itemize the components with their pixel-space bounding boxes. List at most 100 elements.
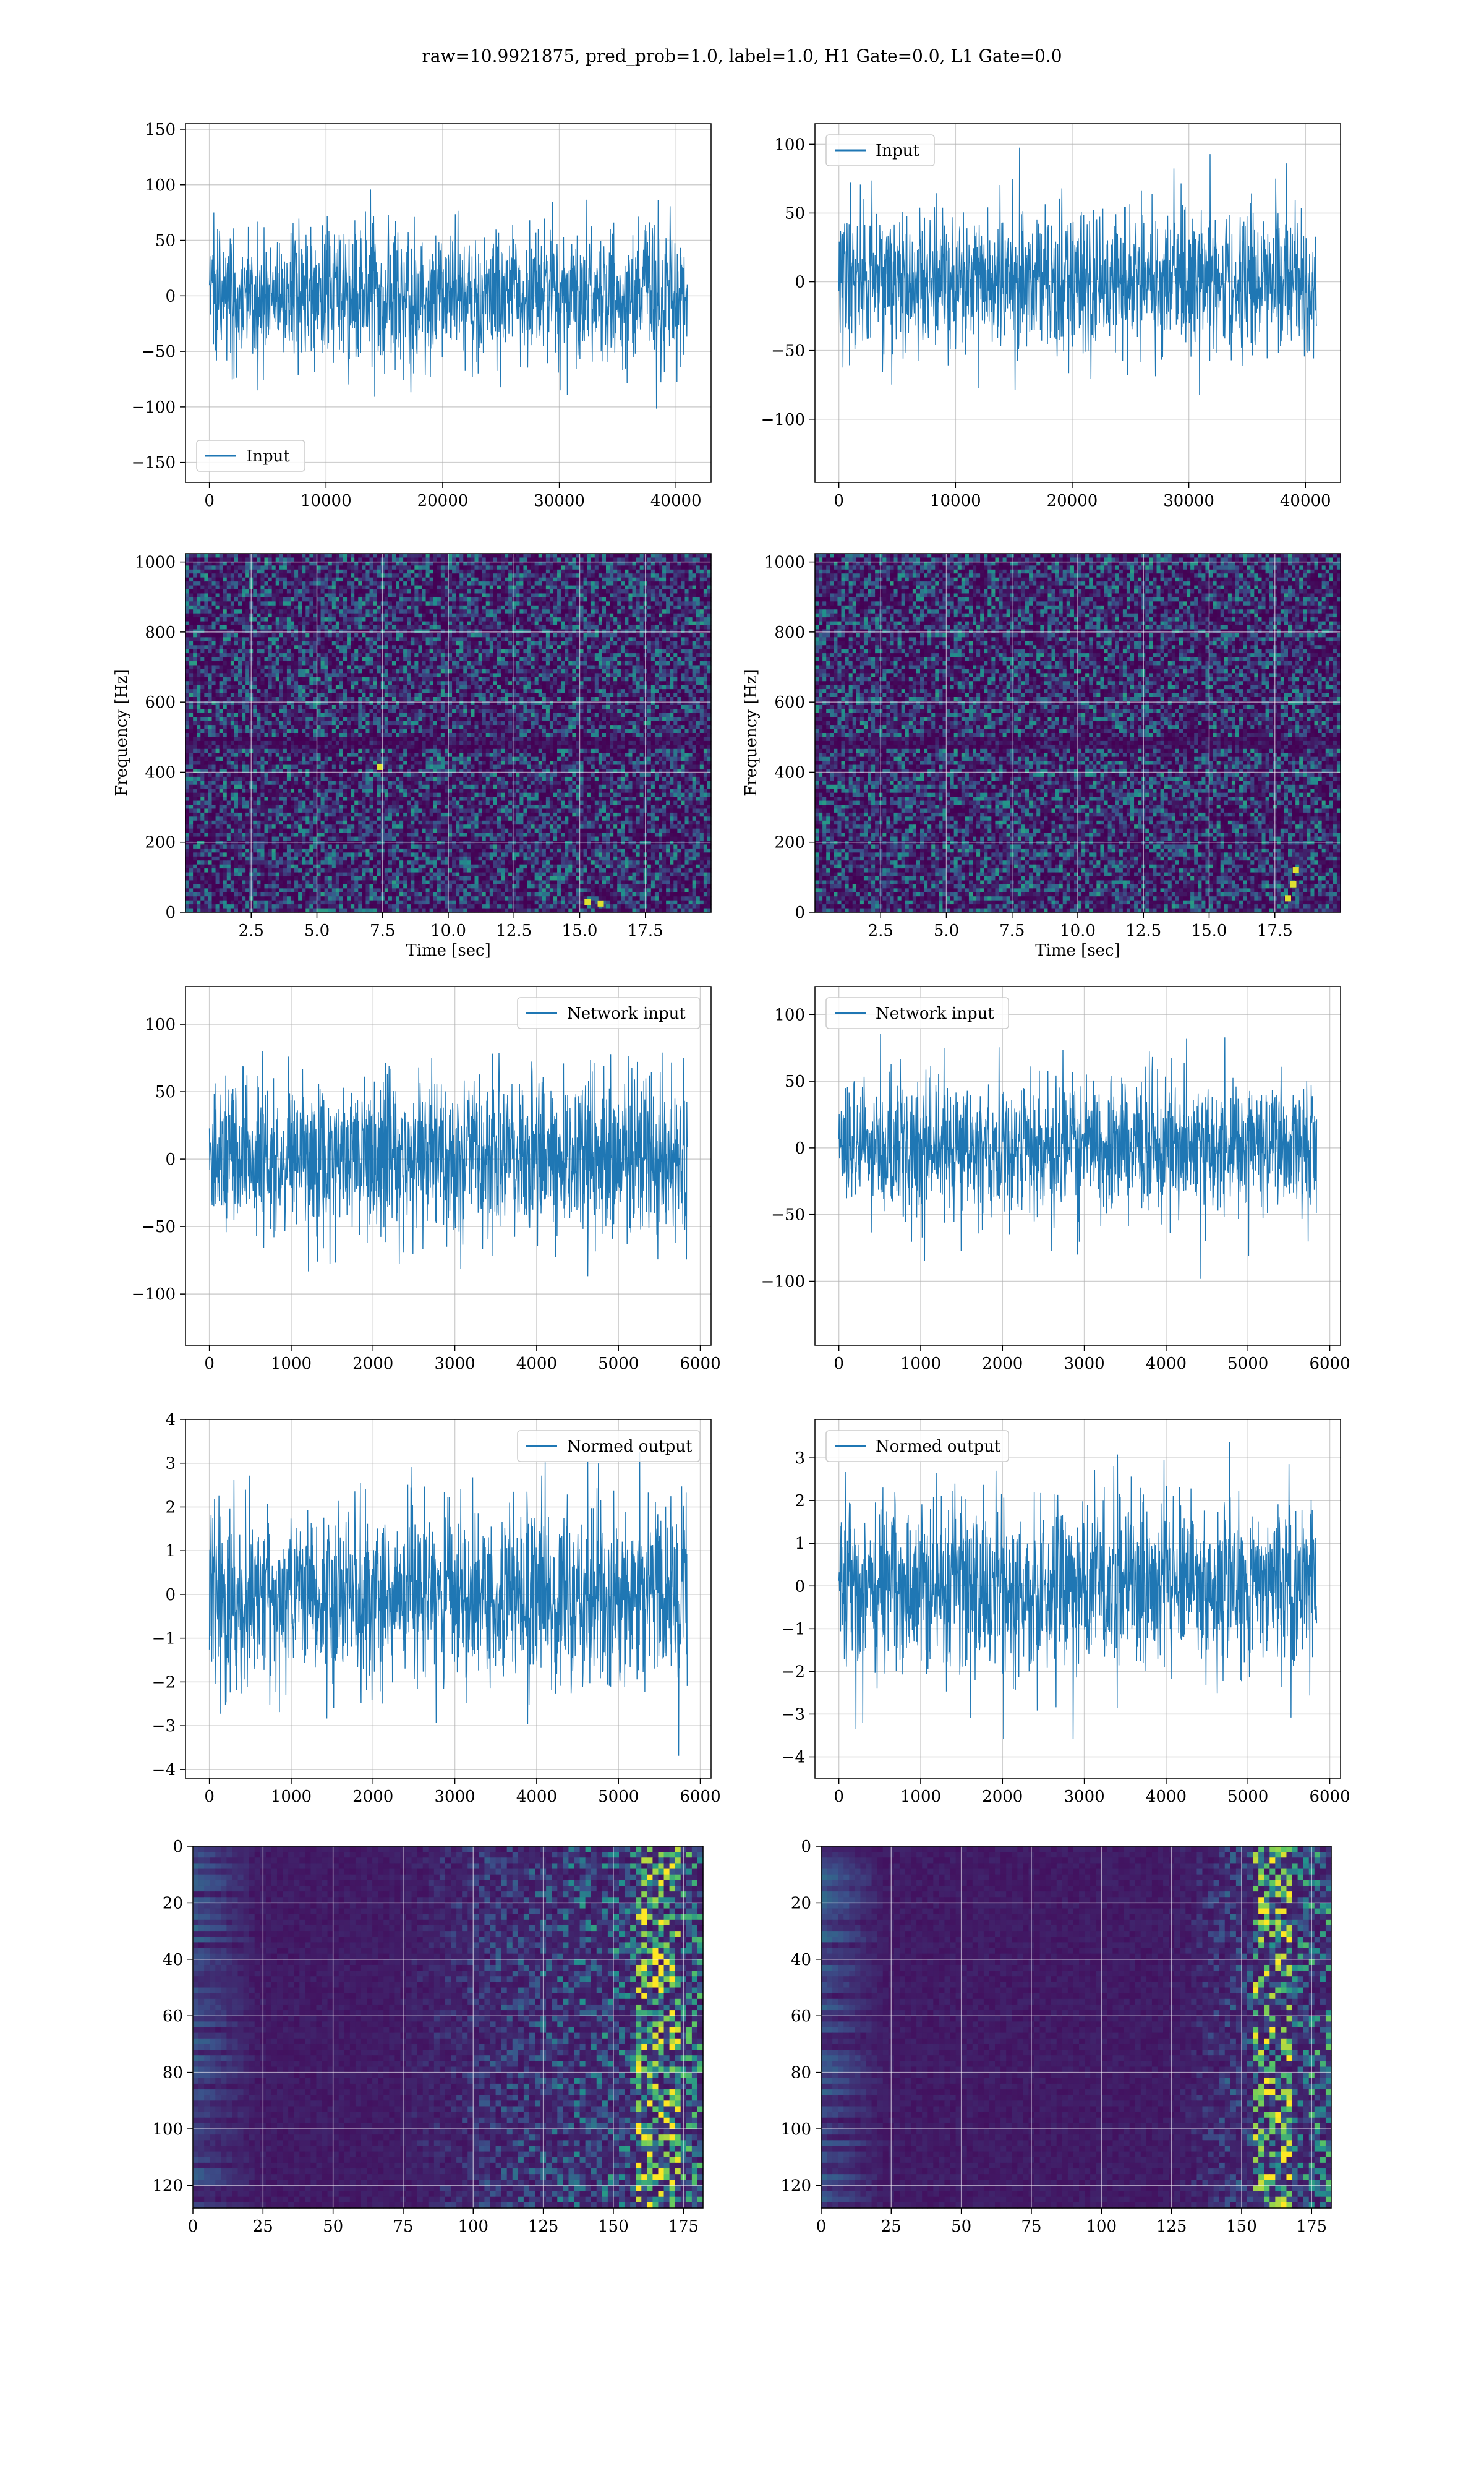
series-line <box>839 148 1317 395</box>
x-tick-label: 40000 <box>650 492 702 510</box>
y-tick-label: 1 <box>795 1534 805 1553</box>
x-tick-label: 2.5 <box>239 922 264 940</box>
x-tick-label: 6000 <box>680 1787 720 1806</box>
y-tick-label: 3 <box>795 1449 805 1468</box>
x-tick-label: 4000 <box>516 1355 557 1373</box>
x-tick-label: 10000 <box>301 492 352 510</box>
y-tick-label: 600 <box>774 693 805 712</box>
chart-network-input-h1: 0 1000 2000 3000 4000 5000 6000−100−50050100Ne… <box>132 987 721 1373</box>
y-tick-label: 100 <box>145 1016 176 1034</box>
x-tick-label: 15.0 <box>562 922 598 940</box>
y-tick-label: 200 <box>145 834 176 852</box>
x-tick-label: 7.5 <box>999 922 1025 940</box>
x-tick-label: 150 <box>598 2217 629 2236</box>
x-tick-label: 0 <box>204 1355 215 1373</box>
x-tick-label: 75 <box>1021 2217 1041 2236</box>
x-tick-label: 6000 <box>680 1355 720 1373</box>
x-tick-label: 2000 <box>982 1787 1023 1806</box>
legend: Input <box>197 440 305 471</box>
y-tick-label: −4 <box>782 1748 805 1766</box>
legend: Network input <box>826 998 1009 1029</box>
y-tick-label: 150 <box>145 121 176 139</box>
x-tick-label: 125 <box>528 2217 559 2236</box>
y-tick-label: −4 <box>152 1761 176 1779</box>
y-tick-label: 50 <box>785 1072 805 1091</box>
y-tick-label: −50 <box>142 1218 176 1236</box>
y-tick-label: 0 <box>801 1838 811 1856</box>
x-tick-label: 4000 <box>1146 1355 1187 1373</box>
panels: 0 10000 20000 30000 40000−150−100−5005010015… <box>113 121 1350 2236</box>
x-tick-label: 1000 <box>900 1355 941 1373</box>
y-tick-label: 80 <box>791 2064 811 2082</box>
y-tick-label: −100 <box>761 411 805 429</box>
y-tick-label: −2 <box>152 1673 176 1692</box>
heatmap-cells <box>193 1846 704 2209</box>
heatmap-cells <box>821 1846 1332 2209</box>
x-tick-label: 175 <box>1296 2217 1327 2236</box>
y-tick-label: 20 <box>791 1894 811 1912</box>
x-tick-label: 5.0 <box>304 922 330 940</box>
y-tick-label: 40 <box>163 1951 183 1969</box>
x-axis-label: Time [sec] <box>406 941 491 960</box>
chart-normed-output-h1: 0 1000 2000 3000 4000 5000 6000−4−3−2−101234No… <box>152 1411 721 1806</box>
y-tick-label: −1 <box>152 1630 176 1648</box>
legend-label: Input <box>246 447 290 466</box>
chart-input-h1: 0 10000 20000 30000 40000−150−100−5005010015… <box>132 121 711 510</box>
y-tick-label: −100 <box>761 1273 805 1291</box>
x-tick-label: 20000 <box>417 492 469 510</box>
y-tick-label: 50 <box>785 204 805 223</box>
y-tick-label: 2 <box>795 1492 805 1510</box>
y-tick-label: 100 <box>145 176 176 195</box>
x-tick-label: 5000 <box>598 1355 639 1373</box>
x-tick-label: 3000 <box>434 1355 475 1373</box>
x-tick-label: 50 <box>323 2217 343 2236</box>
chart-spectrogram-h1: 2.5 5.0 7.5 10.0 12.5 15.0 17.5020040060080010… <box>113 554 712 960</box>
y-tick-label: 800 <box>145 623 176 642</box>
y-tick-label: 120 <box>780 2177 811 2195</box>
bright-spot <box>1293 867 1299 873</box>
legend: Input <box>826 135 934 166</box>
series-line <box>210 1452 688 1756</box>
series-line <box>839 1034 1317 1278</box>
y-tick-label: 20 <box>163 1894 183 1912</box>
x-tick-label: 6000 <box>1309 1787 1350 1806</box>
y-tick-label: −100 <box>132 1285 176 1304</box>
x-tick-label: 2000 <box>982 1355 1023 1373</box>
y-tick-label: 1000 <box>135 554 176 572</box>
x-tick-label: 10.0 <box>430 922 466 940</box>
x-tick-label: 4000 <box>516 1787 557 1806</box>
x-tick-label: 25 <box>881 2217 902 2236</box>
y-tick-label: 4 <box>165 1411 176 1429</box>
y-tick-label: 100 <box>780 2120 811 2139</box>
y-tick-label: −50 <box>771 1206 805 1225</box>
x-tick-label: 40000 <box>1280 492 1331 510</box>
x-tick-label: 5.0 <box>934 922 959 940</box>
x-tick-label: 17.5 <box>628 922 663 940</box>
x-axis-label: Time [sec] <box>1035 941 1120 960</box>
y-tick-label: −2 <box>782 1663 805 1681</box>
x-tick-label: 7.5 <box>370 922 395 940</box>
x-tick-label: 3000 <box>434 1787 475 1806</box>
x-tick-label: 0 <box>204 1787 215 1806</box>
y-tick-label: 2 <box>165 1498 176 1517</box>
x-tick-label: 175 <box>668 2217 699 2236</box>
y-tick-label: −3 <box>782 1705 805 1724</box>
y-tick-label: 120 <box>152 2177 183 2195</box>
y-tick-label: 400 <box>774 763 805 782</box>
x-tick-label: 30000 <box>1163 492 1214 510</box>
x-tick-label: 100 <box>1086 2217 1117 2236</box>
x-tick-label: 1000 <box>271 1787 312 1806</box>
x-tick-label: 0 <box>816 2217 827 2236</box>
x-tick-label: 0 <box>834 492 844 510</box>
y-tick-label: 80 <box>163 2064 183 2082</box>
bright-spot <box>584 899 591 905</box>
y-tick-label: 0 <box>173 1838 183 1856</box>
x-tick-label: 5000 <box>1227 1787 1268 1806</box>
x-tick-label: 4000 <box>1146 1787 1187 1806</box>
legend-label: Network input <box>876 1004 994 1023</box>
legend-label: Normed output <box>567 1437 693 1456</box>
y-tick-label: 0 <box>165 904 176 922</box>
y-tick-label: 60 <box>163 2007 183 2026</box>
